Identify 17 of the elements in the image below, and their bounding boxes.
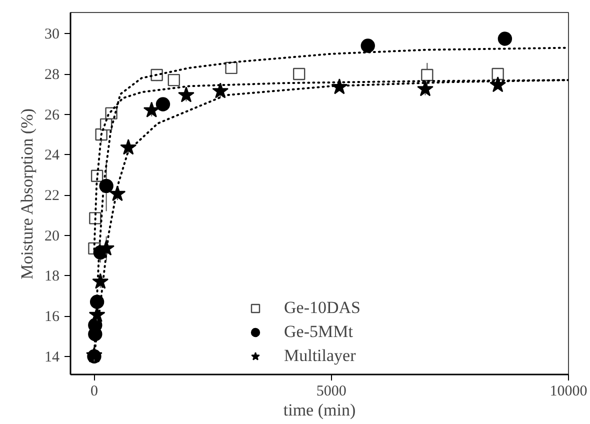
x-tick-label: 5000 bbox=[316, 384, 346, 400]
x-tick-label: 0 bbox=[90, 384, 98, 400]
legend-label: Ge-5MMt bbox=[284, 322, 353, 342]
y-axis-title: Moisture Absorption (%) bbox=[18, 108, 36, 280]
y-tick-label: 30 bbox=[44, 26, 60, 43]
legend-label: Ge-10DAS bbox=[284, 298, 360, 318]
y-tick-label: 24 bbox=[44, 148, 60, 164]
y-tick-label: 22 bbox=[44, 188, 60, 204]
y-tick-label: 26 bbox=[44, 107, 60, 124]
x-tick-label: 10000 bbox=[550, 384, 588, 400]
y-tick-label: 14 bbox=[44, 349, 60, 366]
y-tick-label: 16 bbox=[44, 309, 60, 326]
x-axis-title: time (min) bbox=[283, 400, 356, 420]
legend-label: Multilayer bbox=[284, 346, 356, 366]
y-tick-label: 18 bbox=[44, 268, 60, 285]
y-tick-label: 20 bbox=[44, 228, 60, 244]
y-tick-label: 28 bbox=[44, 67, 60, 84]
